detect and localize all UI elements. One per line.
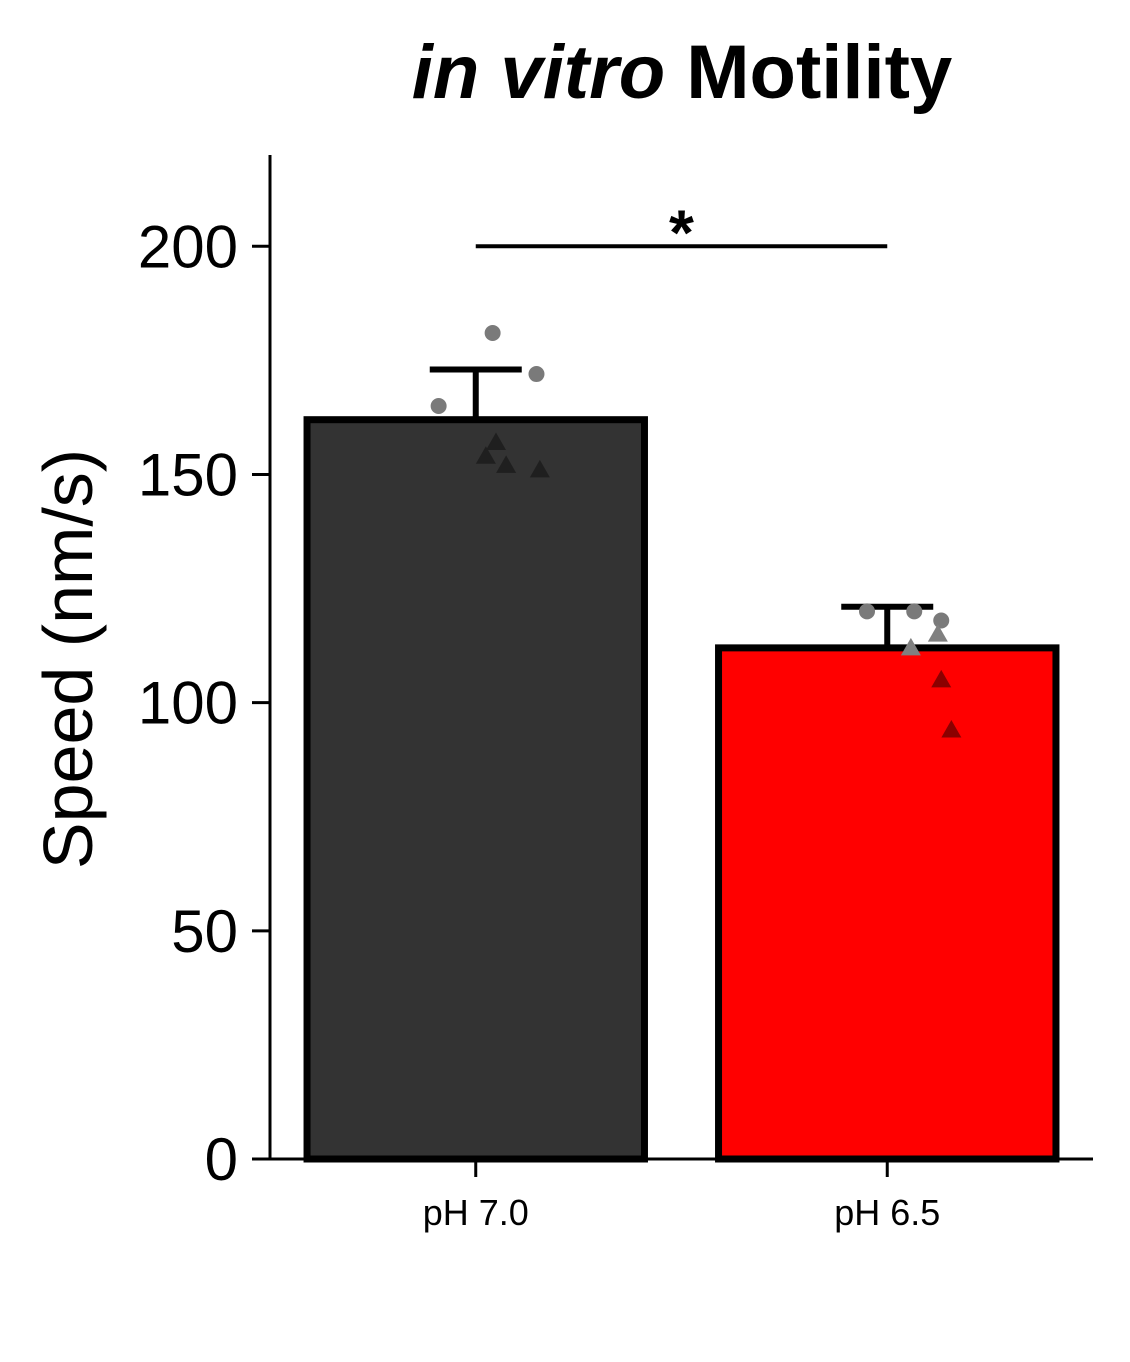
data-point-0-5 [496, 455, 517, 473]
bar-1 [715, 644, 1060, 1163]
significance-label: * [669, 196, 694, 268]
chart-title: in vitro Motility [412, 30, 952, 115]
data-point-1-6 [941, 720, 962, 738]
bar-0 [303, 416, 648, 1163]
y-tick-label-2: 100 [138, 670, 238, 737]
x-tick-label-1: pH 6.5 [834, 1192, 940, 1233]
y-tick-label-4: 200 [138, 213, 238, 280]
chart-title-italic: in vitro [412, 30, 665, 115]
data-point-1-3 [927, 624, 948, 642]
data-point-0-2 [430, 398, 447, 414]
plot-area: 0 50 100 150 200 pH 7.0 pH 6.5 * [138, 155, 1093, 1233]
y-axis-label: Speed (nm/s) [29, 449, 107, 869]
data-point-0-6 [529, 459, 550, 478]
data-point-1-4 [900, 637, 921, 656]
y-tick-label-0: 0 [205, 1126, 238, 1193]
data-point-0-1 [528, 366, 545, 383]
data-point-1-0 [859, 603, 876, 620]
y-tick-label-1: 50 [171, 898, 238, 965]
chart-title-plain: Motility [686, 30, 952, 115]
x-tick-label-0: pH 7.0 [423, 1192, 529, 1233]
data-point-1-2 [933, 612, 950, 629]
y-tick-label-3: 150 [138, 441, 238, 508]
data-point-0-3 [485, 432, 506, 451]
data-point-1-1 [906, 603, 923, 620]
data-point-1-5 [931, 669, 952, 688]
data-point-0-4 [475, 446, 496, 464]
data-point-0-0 [484, 324, 501, 341]
